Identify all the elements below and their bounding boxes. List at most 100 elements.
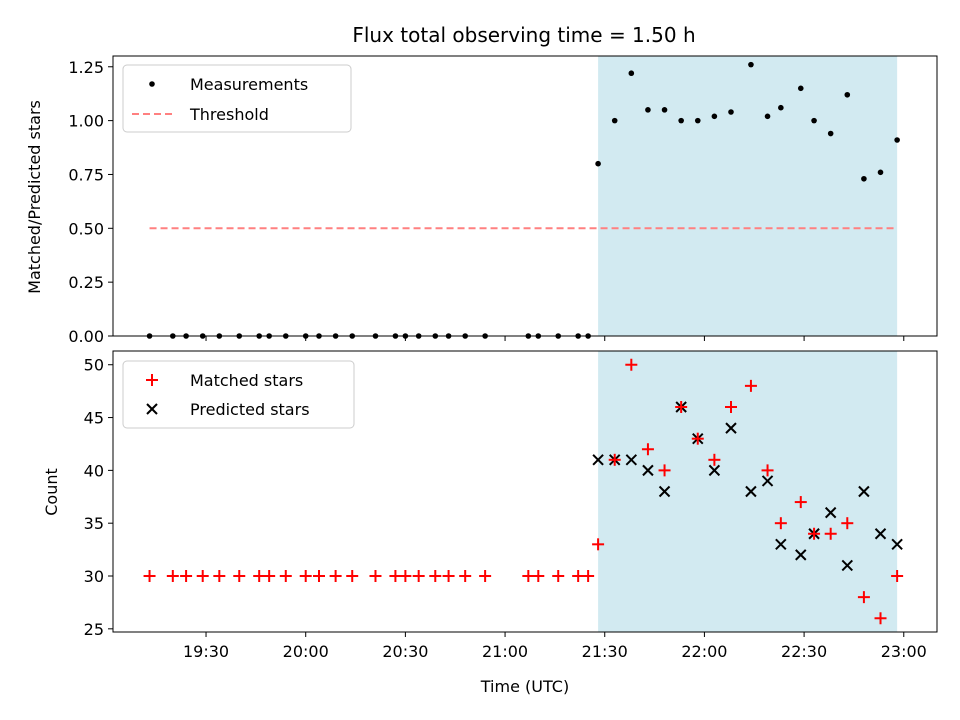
matched-star-point bbox=[708, 453, 721, 466]
matched-star-point bbox=[442, 570, 455, 583]
predicted-star-point bbox=[775, 538, 787, 551]
bottom-observing-window bbox=[598, 351, 898, 632]
bottom-y-tick-label: 30 bbox=[84, 567, 104, 586]
top-y-tick-label: 0.50 bbox=[68, 219, 104, 238]
measurement-point bbox=[778, 104, 784, 111]
matched-star-point bbox=[625, 358, 638, 371]
predicted-star-point bbox=[891, 538, 903, 551]
predicted-star-point bbox=[725, 422, 737, 434]
matched-star-point bbox=[233, 570, 246, 583]
predicted-star-point bbox=[841, 559, 853, 572]
top-y-tick-label: 1.00 bbox=[68, 112, 104, 131]
bottom-y-axis-label: Count bbox=[42, 468, 61, 516]
predicted-star-point bbox=[858, 485, 870, 498]
matched-star-point bbox=[761, 464, 774, 477]
matched-star-point bbox=[725, 400, 737, 413]
matched-star-point bbox=[891, 570, 904, 583]
matched-star-point bbox=[213, 570, 226, 583]
matched-star-point bbox=[592, 538, 605, 551]
bottom-y-tick-label: 35 bbox=[84, 514, 104, 533]
measurement-point bbox=[764, 113, 771, 120]
bottom-x-tick-label: 20:00 bbox=[283, 642, 329, 661]
measurement-point bbox=[595, 160, 601, 167]
top-y-tick-label: 0.75 bbox=[68, 165, 104, 184]
measurement-point bbox=[645, 107, 651, 113]
bottom-y-tick-label: 25 bbox=[84, 620, 104, 639]
predicted-star-point bbox=[658, 485, 671, 498]
matched-star-point bbox=[412, 570, 425, 583]
matched-star-point bbox=[608, 453, 621, 466]
predicted-star-point bbox=[824, 506, 837, 519]
top-panel: 0.00 0.25 0.50 0.75 1.00 1.25 Matched/Predict… bbox=[25, 55, 938, 346]
x-axis-label: Time (UTC) bbox=[480, 677, 569, 696]
predicted-star-point bbox=[795, 549, 807, 561]
matched-star-point bbox=[582, 570, 595, 583]
matched-star-point bbox=[329, 570, 342, 583]
top-y-axis-label: Matched/Predicted stars bbox=[25, 100, 44, 294]
figure-title: Flux total observing time = 1.50 h bbox=[352, 23, 695, 47]
matched-star-point bbox=[143, 570, 156, 583]
bottom-x-tick-label: 22:30 bbox=[781, 642, 827, 661]
bottom-x-tick-label: 19:30 bbox=[183, 642, 229, 661]
matched-star-point bbox=[874, 612, 887, 625]
measurement-point bbox=[711, 113, 718, 120]
top-plot-frame bbox=[112, 55, 938, 337]
bottom-plot-frame bbox=[112, 350, 938, 633]
legend-predicted-marker bbox=[146, 403, 158, 415]
matched-star-point bbox=[180, 570, 193, 583]
matched-star-point bbox=[459, 570, 472, 583]
top-y-tick-label: 0.00 bbox=[68, 327, 104, 346]
measurement-point bbox=[844, 91, 851, 98]
top-y-tick-label: 1.25 bbox=[68, 58, 104, 77]
bottom-x-tick-label: 22:00 bbox=[681, 642, 727, 661]
matched-star-point bbox=[166, 570, 179, 583]
measurement-point bbox=[694, 117, 701, 124]
legend-matched-marker bbox=[146, 374, 158, 386]
matched-star-point bbox=[279, 570, 292, 583]
measurement-point bbox=[894, 137, 900, 143]
matched-star-point bbox=[808, 527, 821, 540]
matched-star-point bbox=[658, 464, 671, 477]
matched-star-point bbox=[552, 570, 565, 583]
matched-star-point bbox=[675, 400, 688, 413]
bottom-panel: 25 30 35 40 45 50 19:30 20:00 20:30 21:00 21:30 22… bbox=[42, 350, 938, 696]
matched-star-point bbox=[299, 570, 312, 583]
matched-star-point bbox=[774, 517, 787, 530]
measurement-point bbox=[827, 130, 834, 137]
matched-star-point bbox=[346, 570, 359, 583]
matched-star-point bbox=[532, 570, 545, 583]
predicted-star-point bbox=[745, 485, 757, 498]
bottom-y-tick-label: 50 bbox=[84, 356, 104, 375]
matched-star-point bbox=[429, 570, 442, 583]
predicted-star-point bbox=[592, 454, 604, 466]
measurement-point bbox=[877, 169, 884, 176]
matched-star-point bbox=[313, 570, 325, 583]
predicted-star-point bbox=[761, 475, 774, 487]
matched-star-point bbox=[369, 570, 382, 583]
matched-star-point bbox=[479, 570, 492, 583]
matched-star-point bbox=[857, 591, 870, 604]
predicted-star-point bbox=[625, 454, 638, 466]
matched-star-point bbox=[263, 570, 276, 583]
predicted-star-point bbox=[708, 464, 721, 477]
measurement-point bbox=[797, 85, 804, 92]
matched-star-point bbox=[399, 570, 412, 583]
matched-star-point bbox=[196, 570, 209, 583]
bottom-y-tick-label: 45 bbox=[84, 409, 104, 428]
matched-star-point bbox=[824, 527, 837, 540]
bottom-legend: Matched stars Predicted stars bbox=[122, 360, 355, 429]
measurement-point bbox=[861, 175, 867, 182]
matched-star-point bbox=[691, 432, 704, 445]
matched-star-point bbox=[794, 496, 807, 509]
measurement-point bbox=[678, 117, 684, 124]
bottom-y-tick-label: 40 bbox=[84, 461, 104, 480]
bottom-x-tick-label: 20:30 bbox=[382, 642, 428, 661]
legend-matched-label: Matched stars bbox=[190, 371, 303, 390]
top-observing-window bbox=[598, 56, 898, 336]
bottom-x-tick-label: 21:00 bbox=[482, 642, 528, 661]
top-legend: Measurements Threshold bbox=[122, 64, 352, 133]
measurement-point bbox=[728, 109, 734, 115]
measurement-point bbox=[628, 70, 635, 77]
matched-star-point bbox=[841, 517, 854, 530]
